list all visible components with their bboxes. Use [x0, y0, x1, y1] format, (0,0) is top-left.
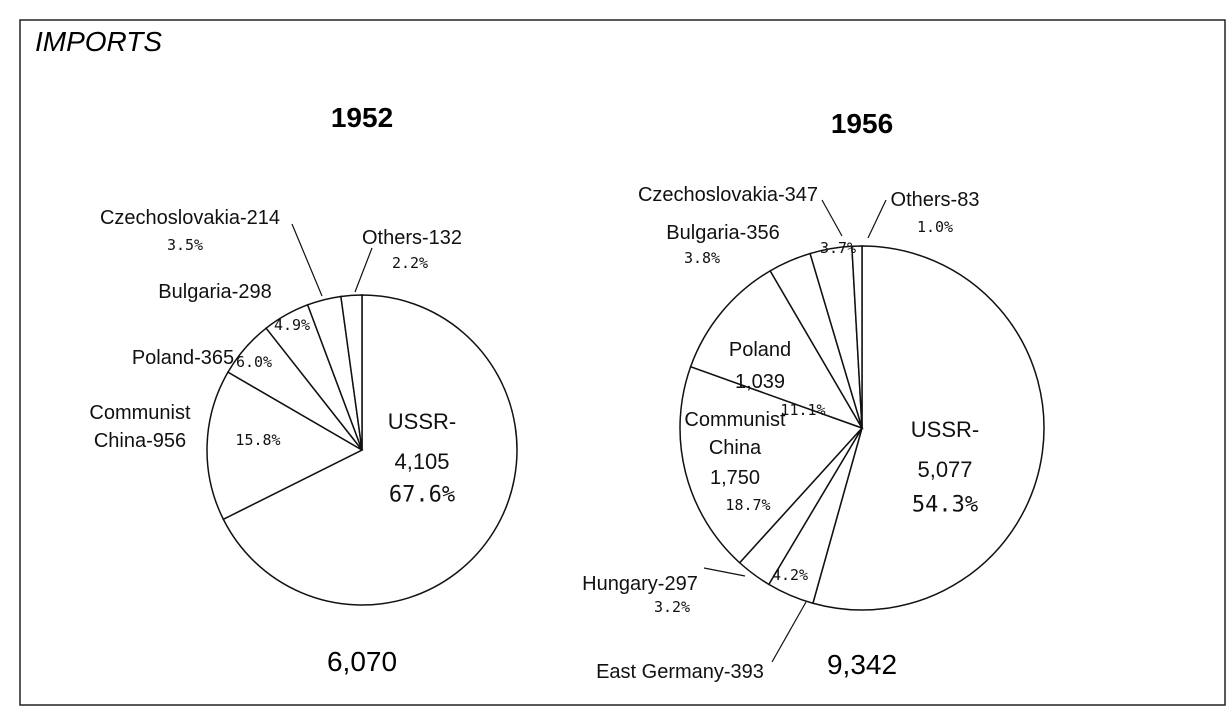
leader-line	[354, 247, 373, 293]
category-label: Communist China-	[89, 402, 191, 452]
pie-slice	[206, 371, 364, 521]
slice-label: Communist China	[680, 406, 790, 462]
leader-line	[291, 223, 323, 297]
slice-label: Others-83	[891, 186, 980, 214]
leader-line	[821, 199, 843, 237]
leader-line	[867, 199, 887, 239]
percent-label: 67.6%	[388, 482, 456, 508]
pie-slice	[811, 245, 1045, 611]
pie-title: 1956	[830, 108, 894, 139]
category-label: Bulgaria-	[158, 281, 239, 303]
value-label: 956	[152, 430, 187, 452]
leader-line	[703, 567, 746, 577]
category-label: Poland	[728, 339, 792, 361]
percent-label: 4.9%	[273, 316, 311, 334]
value-label: 83	[957, 189, 980, 211]
percent-label: 3.8%	[683, 249, 721, 267]
percent-label: 15.8%	[235, 431, 281, 449]
slice-label: Communist China-956	[85, 399, 195, 455]
pie-slice	[679, 365, 864, 564]
category-label: USSR-	[910, 417, 980, 442]
pie-total: 9,342	[826, 649, 898, 680]
value-label: 356	[746, 222, 780, 244]
pie-slice	[689, 269, 864, 430]
slice-label: East Germany-393	[596, 658, 764, 686]
category-label: Communist China	[684, 409, 786, 459]
percent-label: 3.7%	[819, 239, 857, 257]
slice-label: Czechoslovakia-214	[100, 204, 280, 232]
slice-label: Hungary-297	[582, 570, 698, 598]
pie-title: 1952	[330, 102, 394, 133]
category-label: Others-	[890, 189, 958, 211]
value-label: 132	[428, 227, 463, 249]
slice-label: USSR-	[388, 408, 456, 436]
page-title: IMPORTS	[35, 26, 163, 57]
category-label: Others-	[361, 227, 429, 249]
pie-slice	[851, 245, 863, 429]
percent-label: 11.1%	[780, 401, 826, 419]
percent-label: 6.0%	[235, 353, 273, 371]
value-label: 4,105	[394, 449, 450, 474]
slice-label: Bulgaria-356	[666, 219, 779, 247]
slice-label: Poland-365	[132, 344, 234, 372]
percent-label: 2.2%	[391, 254, 429, 272]
percent-label: 18.7%	[725, 496, 771, 514]
category-label: USSR-	[387, 409, 457, 434]
pie-slice	[222, 294, 518, 606]
slice-label: Others-132	[362, 224, 462, 252]
percent-label: 54.3%	[911, 492, 979, 518]
category-label: Poland-	[131, 347, 201, 369]
value-label: 297	[664, 573, 698, 595]
percent-label: 3.5%	[166, 236, 204, 254]
category-label: East Germany-	[596, 661, 731, 683]
percent-label: 3.2%	[653, 598, 691, 616]
slice-label: Czechoslovakia-347	[638, 181, 818, 209]
pie-total: 6,070	[326, 646, 398, 677]
slice-label: USSR-	[911, 416, 979, 444]
leader-line	[771, 601, 807, 663]
category-label: Czechoslovakia-	[99, 207, 247, 229]
slice-label: Poland	[729, 336, 791, 364]
value-label: 298	[238, 281, 272, 303]
value-label: 393	[730, 661, 764, 683]
percent-label: 1.0%	[916, 218, 954, 236]
pie-slice	[340, 294, 363, 451]
value-label: 5,077	[917, 457, 973, 482]
percent-label: 4.2%	[771, 566, 809, 584]
value-label: 347	[784, 184, 819, 206]
category-label: Bulgaria-	[666, 222, 747, 244]
value-label: 1,750	[709, 467, 761, 489]
value-label: 1,039	[734, 371, 786, 393]
category-label: Hungary-	[582, 573, 665, 595]
category-label: Czechoslovakia-	[637, 184, 785, 206]
frame	[19, 19, 1226, 706]
value-label: 365	[200, 347, 235, 369]
value-label: 214	[246, 207, 281, 229]
slice-label: Bulgaria-298	[158, 278, 271, 306]
